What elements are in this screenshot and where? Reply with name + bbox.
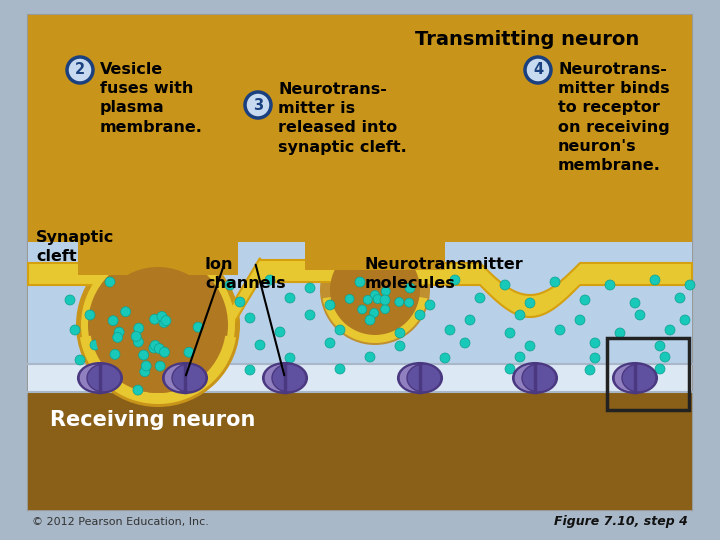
Circle shape bbox=[440, 353, 450, 363]
Circle shape bbox=[184, 347, 194, 357]
FancyBboxPatch shape bbox=[28, 15, 692, 510]
Polygon shape bbox=[323, 297, 428, 343]
Text: © 2012 Pearson Education, Inc.: © 2012 Pearson Education, Inc. bbox=[32, 517, 209, 527]
Circle shape bbox=[605, 280, 615, 290]
Circle shape bbox=[105, 277, 115, 287]
Circle shape bbox=[225, 280, 235, 290]
Circle shape bbox=[415, 310, 425, 320]
Circle shape bbox=[255, 340, 265, 350]
Circle shape bbox=[160, 347, 169, 357]
Ellipse shape bbox=[399, 364, 433, 392]
Circle shape bbox=[125, 293, 135, 303]
FancyBboxPatch shape bbox=[28, 392, 692, 510]
Circle shape bbox=[159, 318, 169, 327]
Circle shape bbox=[109, 375, 119, 386]
Circle shape bbox=[405, 283, 415, 293]
Circle shape bbox=[193, 322, 203, 332]
Circle shape bbox=[665, 325, 675, 335]
Circle shape bbox=[90, 340, 100, 350]
Ellipse shape bbox=[614, 364, 648, 392]
Circle shape bbox=[265, 275, 275, 285]
Text: 4: 4 bbox=[533, 63, 543, 78]
Ellipse shape bbox=[87, 364, 121, 392]
Circle shape bbox=[157, 312, 167, 321]
Circle shape bbox=[358, 305, 366, 314]
Circle shape bbox=[305, 310, 315, 320]
Circle shape bbox=[460, 338, 470, 348]
FancyBboxPatch shape bbox=[78, 175, 238, 275]
Text: Neurotrans-
mitter binds
to receptor
on receiving
neuron's
membrane.: Neurotrans- mitter binds to receptor on … bbox=[558, 62, 670, 173]
Circle shape bbox=[115, 310, 125, 320]
Circle shape bbox=[505, 364, 515, 374]
Circle shape bbox=[450, 275, 460, 285]
Circle shape bbox=[550, 277, 560, 287]
Circle shape bbox=[505, 328, 515, 338]
Circle shape bbox=[590, 338, 600, 348]
Circle shape bbox=[445, 325, 455, 335]
Circle shape bbox=[630, 298, 640, 308]
Circle shape bbox=[139, 350, 148, 360]
FancyBboxPatch shape bbox=[28, 15, 692, 242]
Circle shape bbox=[112, 333, 122, 342]
Circle shape bbox=[325, 300, 335, 310]
Circle shape bbox=[373, 295, 382, 303]
Circle shape bbox=[685, 280, 695, 290]
Ellipse shape bbox=[95, 267, 221, 393]
Circle shape bbox=[525, 341, 535, 351]
Circle shape bbox=[675, 293, 685, 303]
Ellipse shape bbox=[514, 364, 548, 392]
Circle shape bbox=[285, 353, 295, 363]
Circle shape bbox=[275, 327, 285, 337]
Circle shape bbox=[161, 316, 171, 326]
Text: 2: 2 bbox=[75, 63, 85, 78]
Circle shape bbox=[149, 343, 159, 353]
Circle shape bbox=[365, 315, 375, 325]
Circle shape bbox=[134, 323, 144, 333]
Text: Synaptic
cleft: Synaptic cleft bbox=[36, 230, 114, 264]
Circle shape bbox=[365, 352, 375, 362]
Circle shape bbox=[395, 298, 404, 307]
Circle shape bbox=[325, 338, 335, 348]
Circle shape bbox=[131, 332, 141, 341]
Circle shape bbox=[150, 340, 160, 350]
Circle shape bbox=[580, 295, 590, 305]
Ellipse shape bbox=[79, 364, 113, 392]
FancyBboxPatch shape bbox=[305, 190, 445, 270]
Ellipse shape bbox=[264, 364, 298, 392]
Ellipse shape bbox=[320, 235, 430, 345]
Circle shape bbox=[655, 341, 665, 351]
Circle shape bbox=[85, 310, 95, 320]
Ellipse shape bbox=[272, 364, 306, 392]
Text: 3: 3 bbox=[253, 98, 263, 112]
Circle shape bbox=[585, 365, 595, 375]
FancyBboxPatch shape bbox=[28, 242, 692, 392]
Circle shape bbox=[515, 310, 525, 320]
Ellipse shape bbox=[330, 245, 420, 335]
Circle shape bbox=[155, 361, 165, 371]
Circle shape bbox=[121, 307, 130, 317]
Polygon shape bbox=[80, 336, 236, 404]
Text: Vesicle
fuses with
plasma
membrane.: Vesicle fuses with plasma membrane. bbox=[100, 62, 203, 134]
Circle shape bbox=[335, 364, 345, 374]
Text: Receiving neuron: Receiving neuron bbox=[50, 410, 256, 430]
Circle shape bbox=[371, 291, 379, 300]
Text: Figure 7.10, step 4: Figure 7.10, step 4 bbox=[554, 516, 688, 529]
Circle shape bbox=[475, 293, 485, 303]
Circle shape bbox=[110, 349, 120, 360]
Circle shape bbox=[465, 315, 475, 325]
Text: Transmitting neuron: Transmitting neuron bbox=[415, 30, 639, 49]
Circle shape bbox=[150, 314, 160, 324]
Circle shape bbox=[363, 295, 372, 304]
Circle shape bbox=[650, 275, 660, 285]
Circle shape bbox=[305, 283, 315, 293]
Circle shape bbox=[660, 352, 670, 362]
Circle shape bbox=[235, 297, 245, 307]
Circle shape bbox=[395, 328, 405, 338]
Circle shape bbox=[575, 315, 585, 325]
Circle shape bbox=[65, 295, 75, 305]
Ellipse shape bbox=[76, 243, 240, 407]
Ellipse shape bbox=[81, 248, 235, 402]
Ellipse shape bbox=[407, 364, 441, 392]
Circle shape bbox=[285, 293, 295, 303]
